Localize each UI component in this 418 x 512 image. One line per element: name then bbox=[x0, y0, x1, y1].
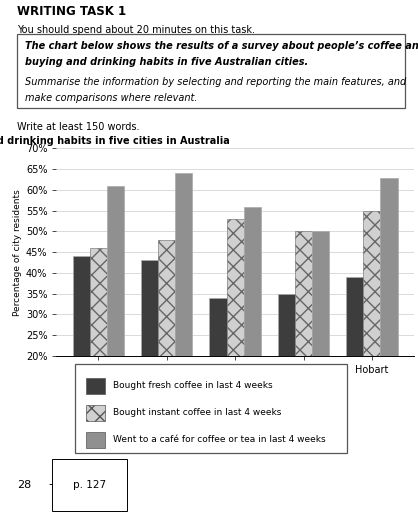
Text: Coffee and tea buying and drinking habits in five cities in Australia: Coffee and tea buying and drinking habit… bbox=[0, 136, 230, 146]
Bar bbox=[90, 248, 107, 439]
Text: p. 127: p. 127 bbox=[73, 480, 106, 490]
Bar bbox=[363, 211, 380, 439]
Text: Bought fresh coffee in last 4 weeks: Bought fresh coffee in last 4 weeks bbox=[113, 381, 273, 391]
Text: You should spend about 20 minutes on this task.: You should spend about 20 minutes on thi… bbox=[17, 25, 255, 35]
FancyBboxPatch shape bbox=[86, 432, 105, 447]
FancyBboxPatch shape bbox=[86, 404, 105, 421]
Bar bbox=[209, 298, 227, 439]
Text: 28: 28 bbox=[17, 480, 31, 490]
Text: The chart below shows the results of a survey about people’s coffee and tea: The chart below shows the results of a s… bbox=[25, 40, 418, 51]
Bar bbox=[73, 257, 90, 439]
Bar bbox=[175, 174, 192, 439]
FancyBboxPatch shape bbox=[86, 378, 105, 394]
Text: make comparisons where relevant.: make comparisons where relevant. bbox=[25, 93, 198, 103]
Bar bbox=[346, 277, 363, 439]
FancyBboxPatch shape bbox=[17, 34, 405, 108]
Bar bbox=[295, 231, 312, 439]
Bar bbox=[107, 186, 124, 439]
Bar bbox=[380, 178, 398, 439]
Bar bbox=[158, 240, 175, 439]
FancyBboxPatch shape bbox=[75, 364, 347, 453]
Text: →: → bbox=[48, 480, 57, 490]
Text: Bought instant coffee in last 4 weeks: Bought instant coffee in last 4 weeks bbox=[113, 408, 282, 417]
Bar bbox=[141, 261, 158, 439]
Text: Write at least 150 words.: Write at least 150 words. bbox=[17, 122, 139, 133]
Text: Summarise the information by selecting and reporting the main features, and: Summarise the information by selecting a… bbox=[25, 77, 406, 88]
Text: buying and drinking habits in five Australian cities.: buying and drinking habits in five Austr… bbox=[25, 56, 308, 67]
Text: Went to a café for coffee or tea in last 4 weeks: Went to a café for coffee or tea in last… bbox=[113, 435, 326, 444]
Y-axis label: Percentage of city residents: Percentage of city residents bbox=[13, 189, 22, 315]
Bar bbox=[244, 206, 261, 439]
Bar bbox=[312, 231, 329, 439]
Text: WRITING TASK 1: WRITING TASK 1 bbox=[17, 5, 126, 18]
Bar bbox=[278, 294, 295, 439]
Bar bbox=[227, 219, 244, 439]
